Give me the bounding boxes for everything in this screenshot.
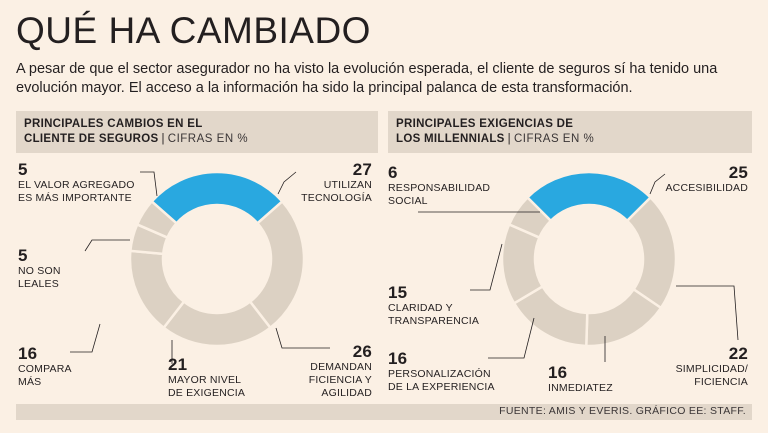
chart2-label-3: 16 INMEDIATEZ [548, 363, 618, 395]
chart2-slice-6 [507, 195, 553, 240]
chart2-label-2-line-2: FICIENCIA [694, 376, 748, 388]
chart1-label-4: 16 COMPARA MÁS [18, 344, 108, 389]
chart1-value-5: 5 [18, 246, 28, 265]
chart1-label-5-line-1: NO SON [18, 265, 61, 277]
chart1-label-2-line-3: AGILIDAD [321, 387, 372, 399]
chart1-label-1: 27 UTILIZAN TECNOLOGÍA [280, 160, 372, 205]
chart2-label-6-line-1: RESPONSABILIDAD [388, 182, 491, 194]
chart2-value-3: 16 [548, 363, 568, 382]
chart1-label-6: 5 EL VALOR AGREGADO ES MÁS IMPORTANTE [18, 160, 158, 205]
chart2-leader-5 [470, 243, 503, 291]
chart2-label-1: 25 ACCESIBILIDAD [640, 163, 748, 195]
chart2-label-2: 22 SIMPLICIDAD/FICIENCIA [664, 344, 748, 389]
page-subtitle: A pesar de que el sector asegurador no h… [16, 61, 718, 96]
chart1-slice-6 [135, 199, 179, 240]
source-footer: FUENTE: AMIS Y EVERIS. GRÁFICO EE: STAFF… [16, 404, 752, 420]
chart1-label-3: 21 MAYOR NIVEL DE EXIGENCIA [168, 355, 258, 400]
chart2-value-6: 6 [388, 163, 398, 182]
chart1-value-4: 16 [18, 344, 38, 363]
chart1-label-6-line-2: ES MÁS IMPORTANTE [18, 192, 132, 204]
chart1-title-line1: PRINCIPALES CAMBIOS EN EL [24, 118, 203, 130]
chart1-label-4-line-2: MÁS [18, 376, 42, 388]
chart2-label-2-line-1: SIMPLICIDAD/ [675, 363, 748, 375]
chart1-leader-1 [277, 171, 297, 195]
chart1-label-1-line-1: UTILIZAN [323, 179, 372, 191]
chart1-label-1-line-2: TECNOLOGÍA [301, 192, 372, 204]
chart2-slice-1 [525, 170, 653, 223]
chart2-units: CIFRAS EN % [513, 133, 595, 145]
chart2-label-6-line-2: SOCIAL [388, 195, 428, 207]
chart1-leader-2 [275, 327, 330, 349]
chart2-label-1-line-1: ACCESIBILIDAD [665, 182, 748, 194]
chart2-label-4-line-2: DE LA EXPERIENCIA [388, 381, 495, 393]
chart2-value-4: 16 [388, 349, 408, 368]
chart1-value-2: 26 [352, 342, 372, 361]
chart2-leader-1 [649, 173, 666, 195]
chart1-value-1: 27 [352, 160, 372, 179]
chart1-label-3-line-2: DE EXIGENCIA [168, 387, 246, 399]
chart1-label-6-line-1: EL VALOR AGREGADO [18, 179, 135, 191]
chart1-label-2: 26 DEMANDAN FICIENCIA Y AGILIDAD [300, 342, 372, 400]
chart1-label-4-line-1: COMPARA [18, 363, 72, 375]
chart2-label-4: 16 PERSONALIZACIÓN DE LA EXPERIENCIA [388, 349, 508, 394]
page-title: QUÉ HA CAMBIADO [16, 10, 371, 51]
chart1-slice-1 [149, 170, 285, 226]
chart1-header: PRINCIPALES CAMBIOS EN EL CLIENTE DE SEG… [16, 111, 378, 153]
chart1-label-2-line-2: FICIENCIA Y [308, 374, 372, 386]
chart1-leader-4 [70, 323, 101, 353]
chart2-header: PRINCIPALES EXIGENCIAS DE LOS MILLENNIAL… [388, 111, 752, 153]
source-text: FUENTE: AMIS Y EVERIS. GRÁFICO EE: STAFF… [499, 405, 746, 417]
chart2-label-5: 15 CLARIDAD Y TRANSPARENCIA [388, 283, 498, 328]
chart1-units: CIFRAS EN % [167, 133, 249, 145]
chart2-label-4-line-1: PERSONALIZACIÓN [388, 368, 491, 380]
chart2-label-5-line-1: CLARIDAD Y [388, 302, 453, 314]
chart1-label-3-line-1: MAYOR NIVEL [168, 374, 242, 386]
chart1-label-5: 5 NO SON LEALES [18, 246, 88, 291]
chart2-title-line1: PRINCIPALES EXIGENCIAS DE [396, 118, 574, 130]
chart2-label-3-line-1: INMEDIATEZ [548, 382, 613, 394]
chart2-label-5-line-2: TRANSPARENCIA [388, 315, 480, 327]
chart1-label-5-line-2: LEALES [18, 278, 59, 290]
chart2-leader-2 [676, 285, 739, 341]
chart1-value-3: 21 [168, 355, 188, 374]
chart2-title-line2: LOS MILLENNIALS [396, 133, 505, 145]
chart2-value-5: 15 [388, 283, 408, 302]
chart2-leader-4 [488, 317, 535, 359]
chart2-label-6: 6 RESPONSABILIDAD SOCIAL [388, 163, 528, 208]
chart1-leader-5 [84, 239, 130, 252]
chart1-value-6: 5 [18, 160, 28, 179]
chart1-leader-6 [140, 171, 158, 197]
chart1-label-2-line-1: DEMANDAN [310, 361, 372, 373]
chart2-value-2: 22 [728, 344, 748, 363]
chart1-title-line2: CLIENTE DE SEGUROS [24, 133, 159, 145]
chart2-value-1: 25 [728, 163, 748, 182]
